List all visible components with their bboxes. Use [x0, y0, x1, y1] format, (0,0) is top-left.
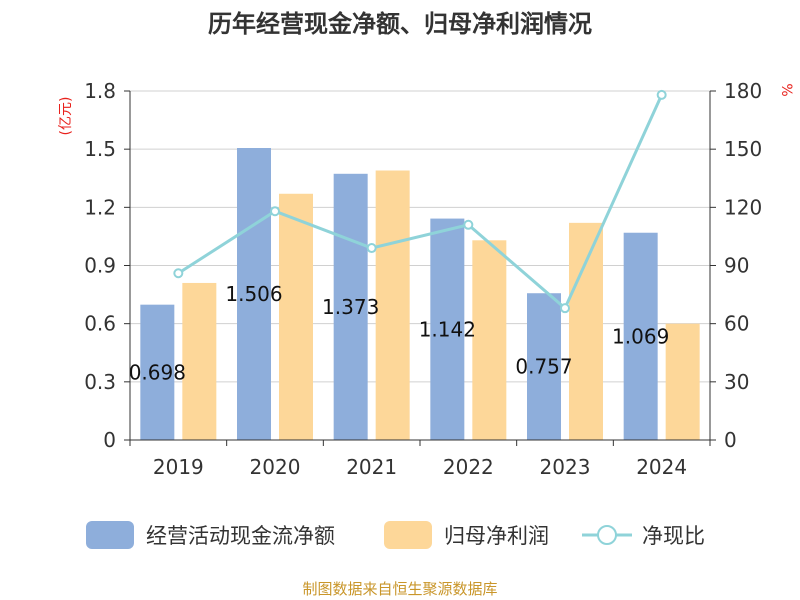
x-axis-tick-label: 2024	[636, 455, 687, 479]
gridlines	[130, 90, 710, 383]
right-axis-tick-label: 30	[724, 370, 749, 394]
right-axis-unit: %	[778, 83, 794, 96]
right-axis-tick-label: 120	[724, 195, 762, 219]
line-series-group	[173, 89, 667, 314]
left-axis-tick-label: 1.8	[84, 79, 116, 103]
data-label-operating-cash-flow: 1.142	[419, 317, 476, 341]
left-axis-tick-label: 0	[103, 428, 116, 452]
point-net-cash-ratio-2023	[560, 303, 570, 314]
data-source-note: 制图数据来自恒生聚源数据库	[302, 580, 497, 598]
legend-marker	[597, 525, 617, 545]
left-axis-tick-label: 0.9	[84, 254, 116, 278]
left-axis-tick-label: 1.5	[84, 137, 116, 161]
x-axis-tick-label: 2021	[346, 455, 397, 479]
legend-label: 净现比	[642, 524, 705, 548]
right-axis-tick-label: 0	[724, 428, 737, 452]
bar-operating-cash-flow-2022	[430, 218, 465, 440]
point-net-cash-ratio-2019	[173, 268, 184, 279]
left-axis-tick-label: 1.2	[84, 195, 116, 219]
point-net-cash-ratio-2020	[270, 206, 280, 217]
bar-net-profit-2022	[472, 240, 507, 440]
legend-swatch	[86, 521, 134, 549]
bar-operating-cash-flow-2020	[237, 148, 271, 440]
legend-label: 归母净利润	[444, 524, 549, 548]
bar-net-profit-2021	[375, 170, 410, 440]
legend-item-net-profit[interactable]: 归母净利润	[384, 521, 549, 549]
data-label-operating-cash-flow: 1.506	[225, 282, 282, 306]
axes: 0 0.3 0.6 0.9 1.2 1.5 1.8 0 30 60 90 120 150 180 2019 2…	[84, 79, 762, 479]
bar-operating-cash-flow-2023	[527, 293, 561, 440]
chart-title: 历年经营现金净额、归母净利润情况	[208, 10, 592, 38]
data-label-operating-cash-flow: 1.069	[612, 324, 669, 348]
data-label-operating-cash-flow: 0.698	[129, 360, 186, 384]
bar-net-profit-2020	[279, 193, 313, 440]
legend-item-net-cash-ratio[interactable]: 净现比	[582, 524, 705, 548]
right-axis-tick-label: 90	[724, 254, 749, 278]
bar-net-profit-2024	[665, 323, 700, 440]
legend-item-operating-cash-flow[interactable]: 经营活动现金流净额	[86, 521, 335, 549]
data-label-operating-cash-flow: 1.373	[322, 295, 379, 319]
right-axis-tick-label: 150	[724, 137, 762, 161]
x-axis-tick-label: 2020	[250, 455, 301, 479]
bar-net-profit-2023	[569, 222, 603, 440]
line-net-cash-ratio	[177, 94, 664, 311]
x-axis-tick-label: 2022	[443, 455, 494, 479]
bar-operating-cash-flow-2019	[140, 304, 175, 440]
point-net-cash-ratio-2022	[463, 219, 474, 230]
point-net-cash-ratio-2021	[366, 243, 377, 254]
x-axis-tick-label: 2023	[540, 455, 591, 479]
left-axis-tick-label: 0.6	[84, 312, 116, 336]
bar-net-profit-2019	[182, 282, 217, 440]
x-axis-tick-label: 2019	[153, 455, 204, 479]
legend-swatch	[384, 521, 432, 549]
right-axis-tick-label: 180	[724, 79, 762, 103]
left-axis-unit: (亿元)	[58, 97, 74, 136]
legend-label: 经营活动现金流净额	[146, 524, 335, 548]
right-axis-tick-label: 60	[724, 312, 749, 336]
bar-series-group	[140, 148, 700, 440]
legend: 经营活动现金流净额 归母净利润 净现比	[86, 521, 705, 549]
point-net-cash-ratio-2024	[656, 89, 667, 100]
bar-operating-cash-flow-2021	[333, 173, 368, 440]
bar-operating-cash-flow-2024	[623, 232, 658, 440]
left-axis-tick-label: 0.3	[84, 370, 116, 394]
data-label-operating-cash-flow: 0.757	[515, 355, 572, 379]
data-labels: 0.698 1.506 1.373 1.142 0.757 1.069	[129, 282, 670, 384]
